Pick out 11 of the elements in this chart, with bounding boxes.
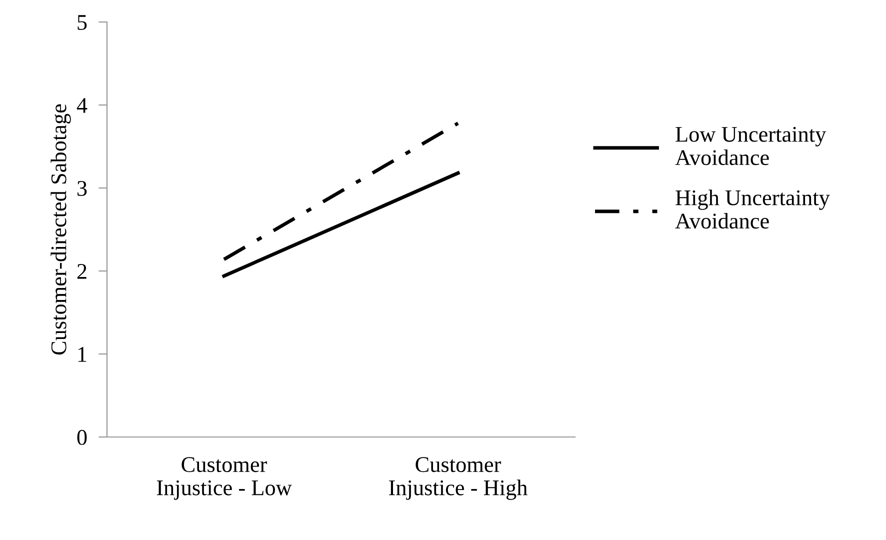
legend-label: Low Uncertainty Avoidance [675,126,826,166]
y-tick-label: 2 [77,264,86,279]
x-tick-label: Customer Injustice - Low [156,457,292,500]
y-tick-label: 3 [78,180,87,196]
y-tick-label: 5 [78,15,87,30]
y-tick-label: 4 [76,98,88,113]
y-axis-title: Customer-directed Sabotage [50,104,71,355]
legend-label: High Uncertainty Avoidance [675,190,830,229]
x-tick-label: Customer Injustice - High [389,457,528,500]
y-tick-label: 1 [78,347,86,362]
y-tick-label: 0 [77,430,87,445]
